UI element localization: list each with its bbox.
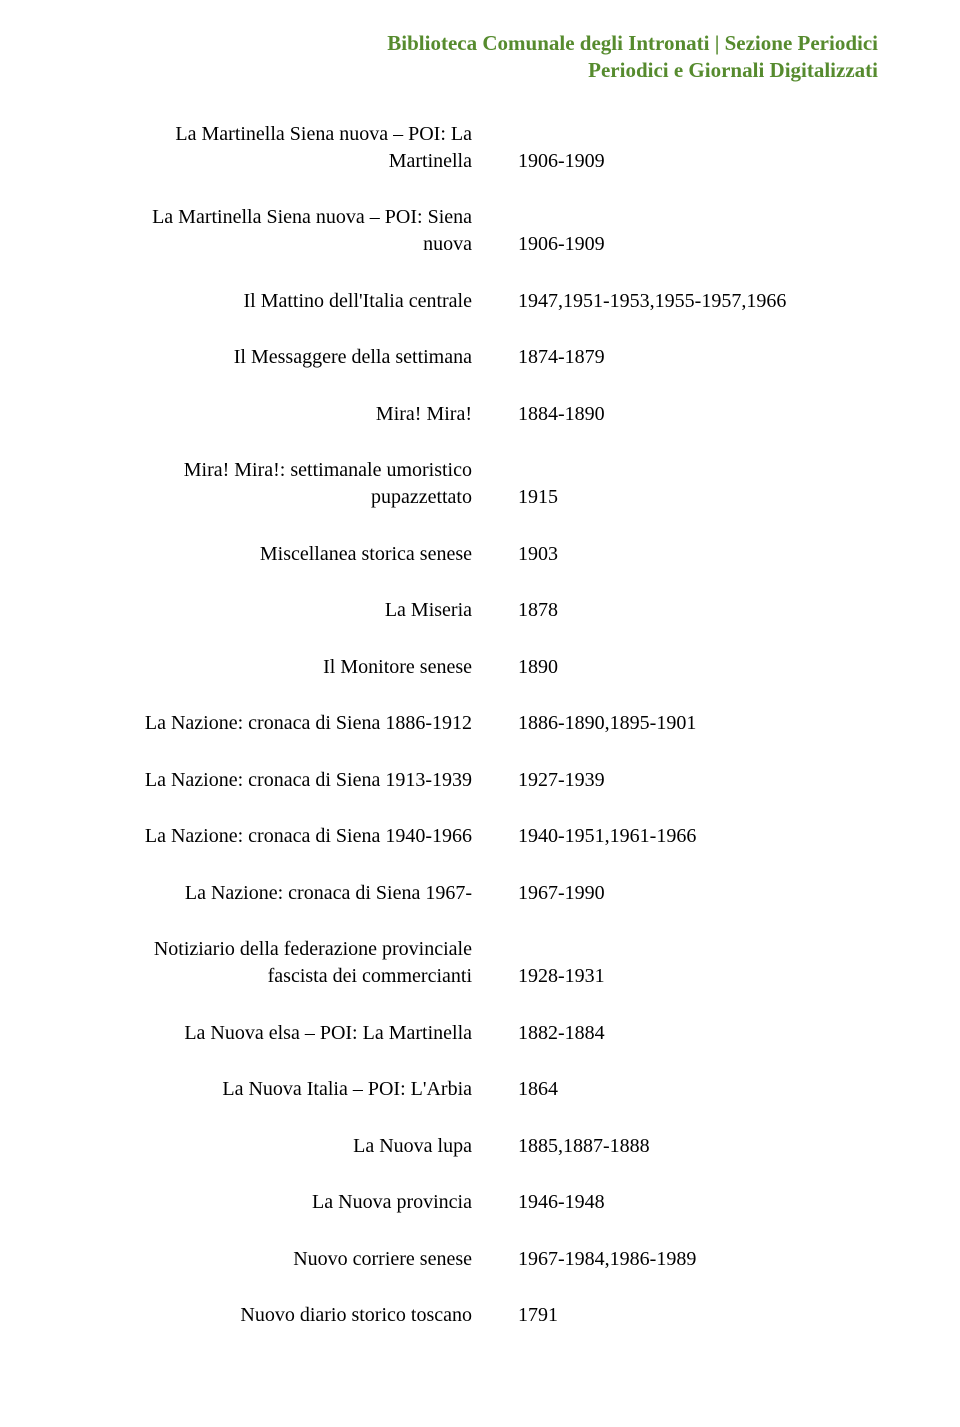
periodical-title: Miscellanea storica senese: [82, 541, 472, 568]
periodical-row: La Martinella Siena nuova – POI: LaMarti…: [82, 121, 878, 175]
periodical-years: 1903: [472, 541, 878, 568]
periodical-title: Notiziario della federazione provinciale…: [82, 936, 472, 990]
periodical-title: Nuovo diario storico toscano: [82, 1302, 472, 1329]
periodical-years: 1967-1990: [472, 880, 878, 907]
periodical-years: 1940-1951,1961-1966: [472, 823, 878, 850]
periodical-title: La Nazione: cronaca di Siena 1913-1939: [82, 767, 472, 794]
periodical-title: Nuovo corriere senese: [82, 1246, 472, 1273]
periodical-title: Il Mattino dell'Italia centrale: [82, 288, 472, 315]
periodical-title: La Nazione: cronaca di Siena 1940-1966: [82, 823, 472, 850]
periodical-title: La Miseria: [82, 597, 472, 624]
periodical-years: 1886-1890,1895-1901: [472, 710, 878, 737]
periodical-years: 1878: [472, 597, 878, 624]
periodical-years: 1947,1951-1953,1955-1957,1966: [472, 288, 878, 315]
page-header: Biblioteca Comunale degli Intronati | Se…: [82, 30, 878, 85]
periodical-row: La Nuova Italia – POI: L'Arbia1864: [82, 1076, 878, 1103]
periodical-title: La Nazione: cronaca di Siena 1886-1912: [82, 710, 472, 737]
periodical-years: 1864: [472, 1076, 878, 1103]
periodical-years: 1928-1931: [472, 963, 878, 990]
periodical-years: 1906-1909: [472, 148, 878, 175]
periodical-row: Miscellanea storica senese1903: [82, 541, 878, 568]
periodical-title: La Nuova lupa: [82, 1133, 472, 1160]
periodical-row: La Martinella Siena nuova – POI: Sienanu…: [82, 204, 878, 258]
header-line-1: Biblioteca Comunale degli Intronati | Se…: [82, 30, 878, 57]
periodical-title: Mira! Mira!: settimanale umoristicopupaz…: [82, 457, 472, 511]
periodical-row: La Nazione: cronaca di Siena 1886-191218…: [82, 710, 878, 737]
periodical-row: Il Mattino dell'Italia centrale1947,1951…: [82, 288, 878, 315]
periodical-title: La Nuova elsa – POI: La Martinella: [82, 1020, 472, 1047]
periodical-years: 1890: [472, 654, 878, 681]
periodical-title: La Nazione: cronaca di Siena 1967-: [82, 880, 472, 907]
periodical-years: 1882-1884: [472, 1020, 878, 1047]
periodical-years: 1874-1879: [472, 344, 878, 371]
periodical-title: Il Monitore senese: [82, 654, 472, 681]
periodical-row: Notiziario della federazione provinciale…: [82, 936, 878, 990]
periodical-row: La Nuova elsa – POI: La Martinella1882-1…: [82, 1020, 878, 1047]
periodicals-list: La Martinella Siena nuova – POI: LaMarti…: [82, 121, 878, 1359]
periodical-row: La Nazione: cronaca di Siena 1940-196619…: [82, 823, 878, 850]
periodical-title: La Martinella Siena nuova – POI: LaMarti…: [82, 121, 472, 175]
periodical-row: La Nazione: cronaca di Siena 1913-193919…: [82, 767, 878, 794]
periodical-title: Il Messaggere della settimana: [82, 344, 472, 371]
periodical-years: 1885,1887-1888: [472, 1133, 878, 1160]
periodical-row: Il Messaggere della settimana1874-1879: [82, 344, 878, 371]
periodical-row: Mira! Mira!: settimanale umoristicopupaz…: [82, 457, 878, 511]
periodical-row: La Miseria1878: [82, 597, 878, 624]
periodical-row: La Nuova lupa1885,1887-1888: [82, 1133, 878, 1160]
periodical-row: Mira! Mira!1884-1890: [82, 401, 878, 428]
periodical-title: La Nuova provincia: [82, 1189, 472, 1216]
periodical-row: Nuovo diario storico toscano1791: [82, 1302, 878, 1329]
periodical-years: 1906-1909: [472, 231, 878, 258]
periodical-years: 1967-1984,1986-1989: [472, 1246, 878, 1273]
periodical-title: La Martinella Siena nuova – POI: Sienanu…: [82, 204, 472, 258]
periodical-years: 1946-1948: [472, 1189, 878, 1216]
periodical-years: 1927-1939: [472, 767, 878, 794]
periodical-years: 1884-1890: [472, 401, 878, 428]
periodical-years: 1791: [472, 1302, 878, 1329]
periodical-row: La Nuova provincia1946-1948: [82, 1189, 878, 1216]
periodical-row: Nuovo corriere senese1967-1984,1986-1989: [82, 1246, 878, 1273]
periodical-title: Mira! Mira!: [82, 401, 472, 428]
periodical-row: La Nazione: cronaca di Siena 1967-1967-1…: [82, 880, 878, 907]
periodical-years: 1915: [472, 484, 878, 511]
periodical-title: La Nuova Italia – POI: L'Arbia: [82, 1076, 472, 1103]
header-line-2: Periodici e Giornali Digitalizzati: [82, 57, 878, 84]
periodical-row: Il Monitore senese1890: [82, 654, 878, 681]
